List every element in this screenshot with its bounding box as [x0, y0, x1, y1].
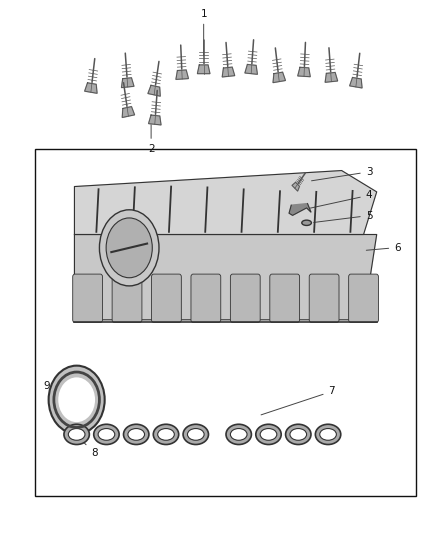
Text: 6: 6	[366, 243, 401, 253]
Ellipse shape	[302, 220, 311, 225]
Ellipse shape	[187, 429, 204, 440]
Polygon shape	[350, 77, 362, 88]
Ellipse shape	[286, 424, 311, 445]
Polygon shape	[289, 204, 311, 215]
Circle shape	[49, 366, 105, 434]
Ellipse shape	[230, 429, 247, 440]
Ellipse shape	[226, 424, 251, 445]
Polygon shape	[74, 171, 377, 235]
FancyBboxPatch shape	[191, 274, 221, 322]
Ellipse shape	[290, 429, 307, 440]
Polygon shape	[325, 72, 338, 82]
FancyBboxPatch shape	[230, 274, 260, 322]
Polygon shape	[292, 182, 300, 191]
Polygon shape	[74, 235, 377, 320]
Ellipse shape	[94, 424, 119, 445]
FancyBboxPatch shape	[73, 274, 102, 322]
Ellipse shape	[68, 429, 85, 440]
Text: 1: 1	[200, 9, 207, 56]
Text: 2: 2	[148, 115, 155, 154]
Text: 8: 8	[83, 442, 98, 458]
Bar	[35, 149, 416, 496]
Ellipse shape	[124, 424, 149, 445]
Ellipse shape	[98, 429, 115, 440]
FancyBboxPatch shape	[152, 274, 181, 322]
Ellipse shape	[256, 424, 281, 445]
Polygon shape	[85, 83, 97, 93]
Polygon shape	[298, 67, 310, 77]
Ellipse shape	[64, 424, 89, 445]
Text: 3: 3	[311, 167, 372, 181]
Polygon shape	[148, 85, 160, 96]
Text: 7: 7	[261, 386, 335, 415]
Ellipse shape	[315, 424, 341, 445]
Polygon shape	[121, 78, 134, 87]
Circle shape	[58, 377, 95, 422]
Polygon shape	[198, 65, 210, 74]
Polygon shape	[245, 64, 258, 74]
Polygon shape	[273, 72, 286, 83]
Ellipse shape	[183, 424, 208, 445]
Ellipse shape	[99, 210, 159, 286]
FancyBboxPatch shape	[309, 274, 339, 322]
Ellipse shape	[158, 429, 174, 440]
Ellipse shape	[260, 429, 277, 440]
Ellipse shape	[106, 218, 152, 278]
Ellipse shape	[153, 424, 179, 445]
Ellipse shape	[320, 429, 336, 440]
FancyBboxPatch shape	[349, 274, 378, 322]
Polygon shape	[122, 107, 134, 117]
FancyBboxPatch shape	[270, 274, 300, 322]
FancyBboxPatch shape	[112, 274, 142, 322]
Polygon shape	[176, 70, 188, 79]
Polygon shape	[222, 67, 235, 77]
Ellipse shape	[128, 429, 145, 440]
Text: 4: 4	[309, 190, 372, 208]
Text: 5: 5	[314, 211, 372, 222]
Text: 9: 9	[44, 381, 64, 395]
Polygon shape	[148, 115, 161, 125]
